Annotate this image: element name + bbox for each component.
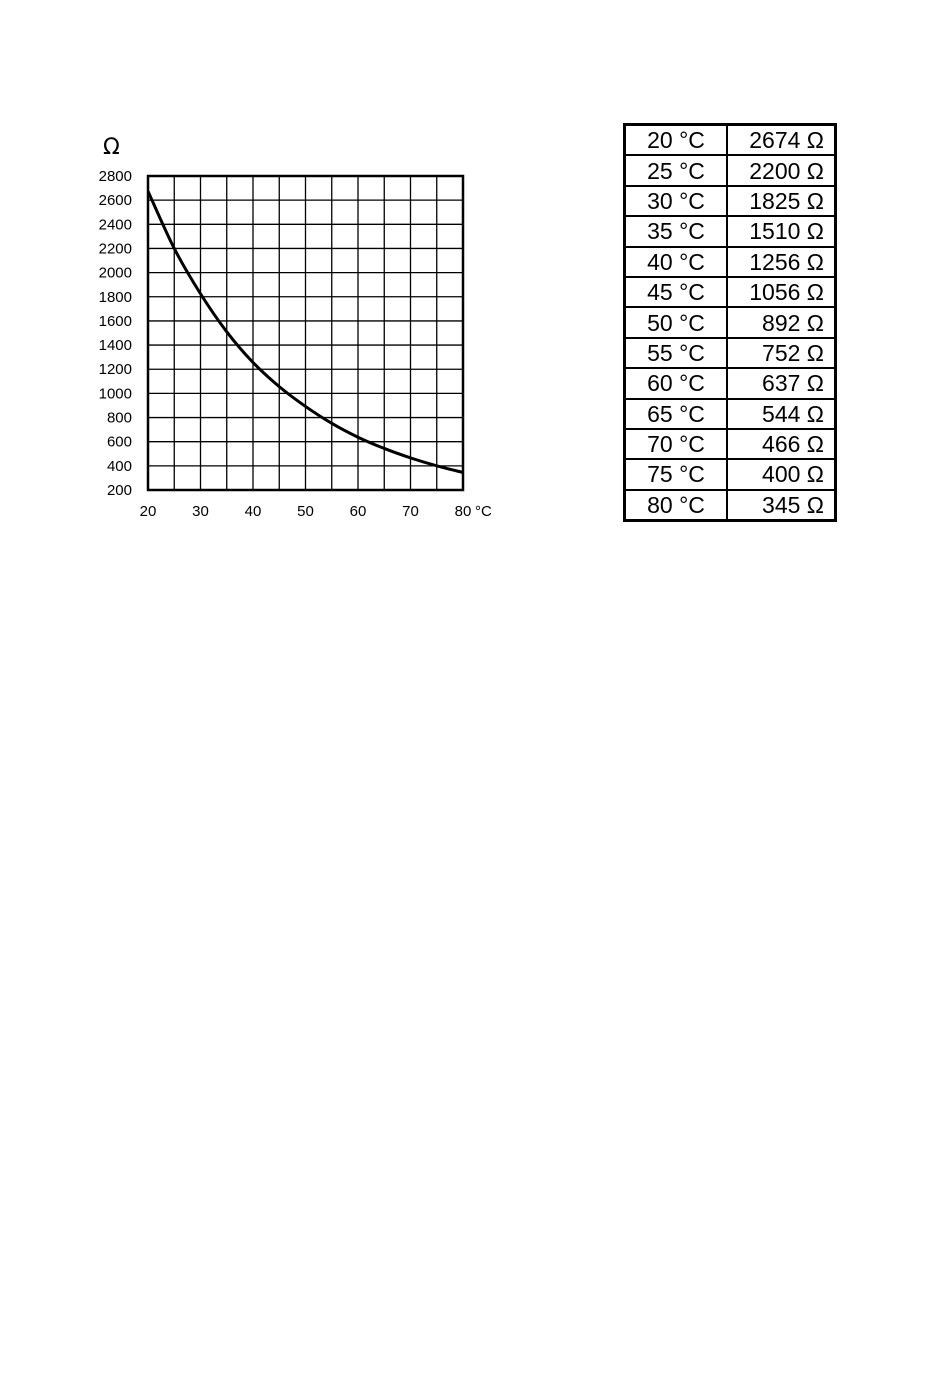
resistance-cell: 637 Ω bbox=[726, 367, 837, 400]
y-tick-label: 1200 bbox=[99, 361, 132, 378]
resistance-cell: 2200 Ω bbox=[726, 154, 837, 187]
x-tick-label: 70 bbox=[402, 503, 419, 520]
y-tick-label: 2600 bbox=[99, 192, 132, 209]
table-row: 40 °C 1256 Ω bbox=[623, 245, 837, 278]
table-row: 60 °C 637 Ω bbox=[623, 367, 837, 400]
y-tick-label: 2800 bbox=[99, 168, 132, 185]
resistance-chart: 20 30 40 50 60 70 80 °C 2800 2600 2400 2200 2000 180… bbox=[99, 135, 492, 520]
table-row: 45 °C 1056 Ω bbox=[623, 275, 837, 309]
table-row: 80 °C 345 Ω bbox=[623, 488, 837, 522]
x-tick-label: 80 bbox=[455, 503, 472, 520]
resistance-table: 20 °C 2674 Ω 25 °C 2200 Ω 30 °C 1825 Ω 35 °C 15… bbox=[623, 123, 837, 523]
table-row: 35 °C 1510 Ω bbox=[623, 215, 837, 248]
y-tick-label: 1000 bbox=[99, 385, 132, 402]
curve-layer bbox=[146, 190, 464, 474]
y-tick-label: 2400 bbox=[99, 216, 132, 233]
resistance-cell: 1256 Ω bbox=[726, 245, 837, 278]
temperature-cell: 55 °C bbox=[623, 336, 728, 370]
temperature-cell: 30 °C bbox=[623, 184, 728, 218]
resistance-cell: 1510 Ω bbox=[726, 215, 837, 248]
temperature-cell: 80 °C bbox=[623, 488, 728, 522]
temperature-cell: 40 °C bbox=[623, 245, 728, 278]
y-tick-label: 2200 bbox=[99, 240, 132, 257]
temperature-cell: 20 °C bbox=[623, 123, 728, 157]
plot-frame bbox=[146, 174, 465, 492]
resistance-cell: 892 Ω bbox=[726, 306, 837, 339]
temperature-cell: 70 °C bbox=[623, 427, 728, 461]
x-tick-label: 20 bbox=[140, 503, 157, 520]
y-tick-label: 600 bbox=[107, 434, 132, 451]
temperature-cell: 45 °C bbox=[623, 275, 728, 309]
y-tick-label: 800 bbox=[107, 410, 132, 427]
table-row: 55 °C 752 Ω bbox=[623, 336, 837, 370]
y-tick-label: 1600 bbox=[99, 313, 132, 330]
y-tick-label: 200 bbox=[107, 482, 132, 499]
resistance-cell: 345 Ω bbox=[726, 488, 837, 522]
y-axis-label: Ω bbox=[103, 135, 120, 160]
temperature-cell: 25 °C bbox=[623, 154, 728, 187]
y-tick-label: 2000 bbox=[99, 265, 132, 282]
x-tick-label: 40 bbox=[245, 503, 262, 520]
resistance-cell: 2674 Ω bbox=[726, 123, 837, 157]
x-tick-label: 60 bbox=[350, 503, 367, 520]
table-row: 65 °C 544 Ω bbox=[623, 397, 837, 430]
temperature-cell: 50 °C bbox=[623, 306, 728, 339]
x-unit-label: °C bbox=[475, 503, 492, 520]
resistance-cell: 466 Ω bbox=[726, 427, 837, 461]
resistance-cell: 544 Ω bbox=[726, 397, 837, 430]
temperature-cell: 35 °C bbox=[623, 215, 728, 248]
table-row: 20 °C 2674 Ω bbox=[623, 123, 837, 157]
x-tick-labels: 20 30 40 50 60 70 80 °C bbox=[140, 503, 492, 520]
resistance-cell: 1825 Ω bbox=[726, 184, 837, 218]
chart-grid bbox=[148, 176, 463, 490]
resistance-cell: 1056 Ω bbox=[726, 275, 837, 309]
resistance-cell: 400 Ω bbox=[726, 458, 837, 491]
y-tick-label: 1400 bbox=[99, 337, 132, 354]
temperature-cell: 65 °C bbox=[623, 397, 728, 430]
x-tick-label: 50 bbox=[297, 503, 314, 520]
table-row: 25 °C 2200 Ω bbox=[623, 154, 837, 187]
resistance-curve bbox=[146, 190, 464, 474]
y-tick-labels: 2800 2600 2400 2200 2000 1800 1600 1400 1200 1000… bbox=[99, 168, 132, 499]
table-row: 75 °C 400 Ω bbox=[623, 458, 837, 491]
table-row: 70 °C 466 Ω bbox=[623, 427, 837, 461]
y-tick-label: 1800 bbox=[99, 289, 132, 306]
y-tick-label: 400 bbox=[107, 458, 132, 475]
table-row: 50 °C 892 Ω bbox=[623, 306, 837, 339]
temperature-cell: 60 °C bbox=[623, 367, 728, 400]
table-row: 30 °C 1825 Ω bbox=[623, 184, 837, 218]
temperature-cell: 75 °C bbox=[623, 458, 728, 491]
x-tick-label: 30 bbox=[192, 503, 209, 520]
resistance-cell: 752 Ω bbox=[726, 336, 837, 370]
